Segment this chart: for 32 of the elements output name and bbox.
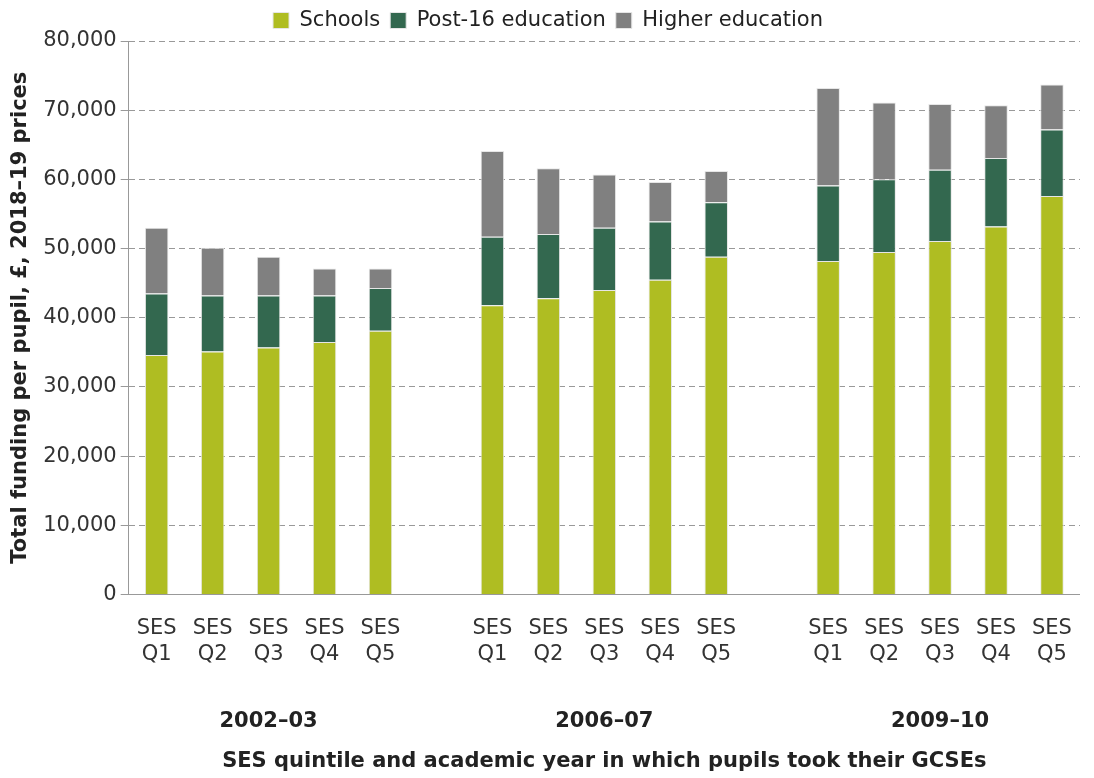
text: 2002–03 — [219, 707, 318, 732]
x-tick-label: SES Q2 — [528, 615, 569, 665]
y-axis-title: Total funding per pupil, £, 2018–19 prices — [7, 71, 32, 564]
x-tick-label: SES Q4 — [304, 615, 345, 665]
y-tick-label: 0 — [103, 580, 117, 605]
x-axis-title: SES quintile and academic year in which pupils took their GCSEs — [222, 747, 987, 772]
legend-label: Schools — [299, 6, 381, 31]
y-tick-label: 70,000 — [43, 96, 117, 121]
x-tick-label: SES Q3 — [920, 615, 961, 665]
x-tick-label: SES Q3 — [584, 615, 625, 665]
legend-label: Higher education — [642, 6, 823, 31]
y-tick-label: 60,000 — [43, 165, 117, 190]
x-tick-label: SES Q5 — [1032, 615, 1072, 665]
y-tick-label: 50,000 — [43, 234, 117, 259]
x-tick-label: SES Q5 — [360, 615, 401, 665]
y-tick-label: 20,000 — [43, 442, 117, 467]
legend-label: Post-16 education — [416, 6, 606, 31]
y-tick-label: 30,000 — [43, 373, 117, 398]
x-tick-label: SES Q1 — [136, 615, 177, 665]
y-tick-label: 80,000 — [43, 27, 117, 52]
y-tick-label: 40,000 — [43, 304, 117, 329]
x-tick-label: SES Q2 — [192, 615, 233, 665]
x-tick-label: SES Q4 — [640, 615, 681, 665]
x-tick-label: SES Q3 — [248, 615, 289, 665]
x-tick-label: SES Q5 — [696, 615, 737, 665]
x-tick-label: SES Q2 — [864, 615, 905, 665]
x-tick-label: SES Q1 — [808, 615, 849, 665]
x-tick-label: SES Q1 — [472, 615, 513, 665]
text: 2009–10 — [890, 707, 990, 732]
text: 2006–07 — [555, 707, 654, 732]
y-tick-label: 10,000 — [43, 511, 117, 536]
x-tick-label: SES Q4 — [976, 615, 1016, 665]
